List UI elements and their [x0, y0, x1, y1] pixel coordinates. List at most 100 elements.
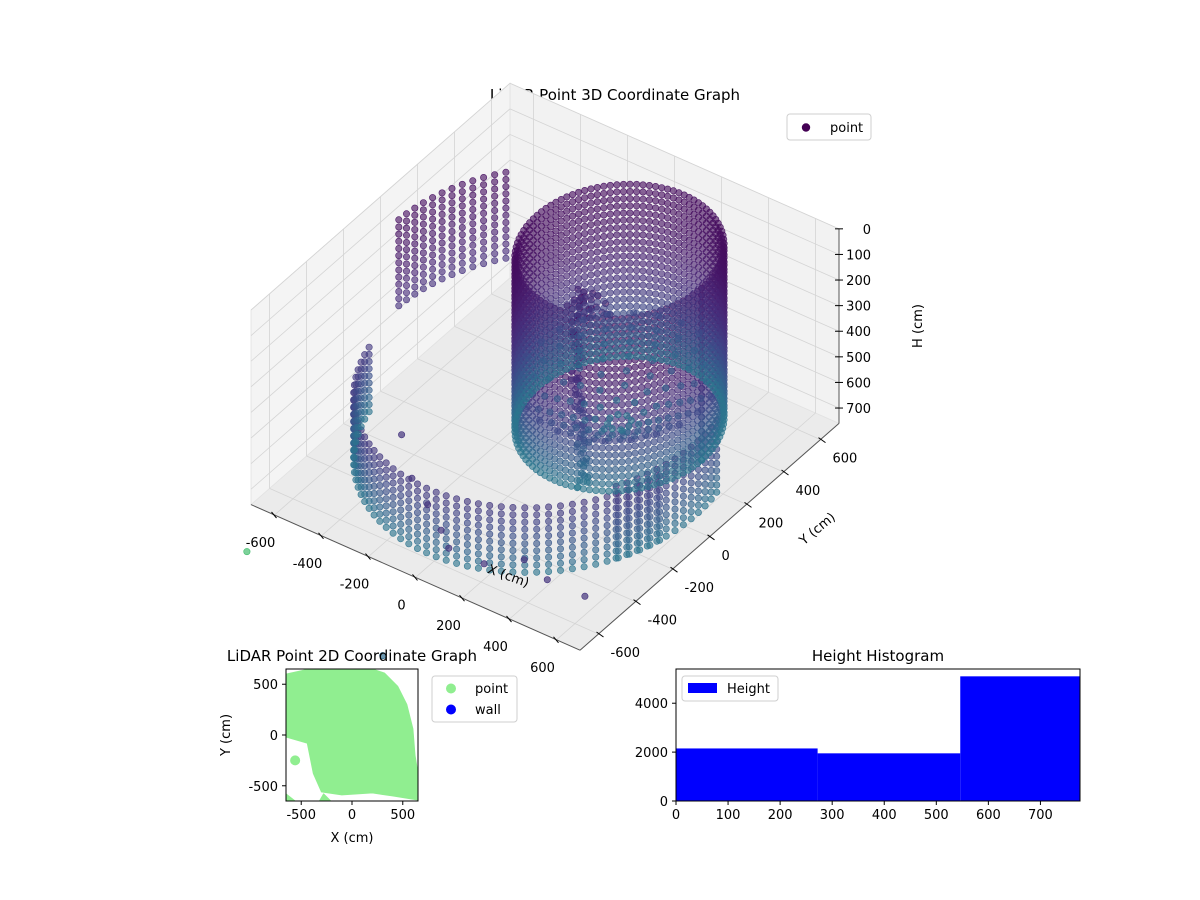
point-marker — [645, 182, 653, 190]
point-marker — [614, 511, 622, 519]
point-marker — [350, 461, 358, 469]
point-marker — [509, 532, 517, 540]
point-marker — [622, 367, 630, 375]
point-marker — [581, 222, 589, 230]
point-marker — [639, 224, 647, 232]
point-marker — [645, 325, 653, 333]
point-marker — [556, 531, 564, 539]
point-marker — [547, 419, 555, 427]
point-marker — [606, 260, 614, 268]
point-marker — [626, 216, 634, 224]
point-marker — [650, 409, 658, 417]
point-marker — [542, 355, 550, 363]
chart2d-legend-point-marker — [446, 683, 456, 694]
point-marker — [563, 300, 571, 308]
point-marker — [569, 248, 577, 256]
point-marker — [618, 401, 626, 409]
x-tick-label: 700 — [1028, 808, 1053, 823]
point-marker — [611, 473, 619, 481]
point-marker — [713, 452, 721, 460]
point-marker — [405, 482, 413, 490]
point-marker — [614, 532, 622, 540]
point-marker — [402, 267, 410, 275]
y-tick-label: 0 — [722, 549, 730, 564]
point-marker — [713, 459, 721, 467]
point-marker — [587, 343, 595, 351]
point-marker — [679, 514, 687, 522]
point-marker — [545, 546, 553, 554]
point-marker — [669, 244, 677, 252]
point-marker — [606, 181, 614, 189]
point-marker — [463, 548, 471, 556]
y-tick-mark — [781, 469, 789, 476]
point-marker — [486, 516, 494, 524]
point-marker — [638, 462, 646, 470]
point-marker — [658, 220, 666, 228]
point-marker — [405, 540, 413, 548]
point-marker — [448, 249, 456, 257]
point-marker — [600, 211, 608, 219]
point-marker — [645, 418, 653, 426]
point-marker — [638, 369, 646, 377]
point-marker — [592, 524, 600, 532]
point-marker — [365, 365, 373, 373]
point-marker — [677, 382, 685, 390]
point-marker — [619, 324, 627, 332]
point-marker — [411, 204, 419, 212]
point-marker — [382, 509, 390, 517]
point-marker — [448, 192, 456, 200]
point-marker — [626, 316, 634, 324]
point-marker — [545, 560, 553, 568]
point-marker — [625, 514, 633, 522]
point-marker — [563, 250, 571, 258]
point-marker — [376, 474, 384, 482]
point-marker — [429, 280, 437, 288]
point-marker — [600, 275, 608, 283]
point-marker — [679, 485, 687, 493]
point-marker — [669, 344, 677, 352]
point-marker — [563, 193, 571, 201]
point-marker — [376, 496, 384, 504]
point-marker — [547, 359, 555, 367]
point-marker — [502, 190, 510, 198]
point-marker — [413, 537, 421, 545]
point-marker — [600, 218, 608, 226]
y-tick-label: 600 — [833, 452, 858, 467]
point-marker — [687, 472, 695, 480]
point-marker — [613, 310, 621, 318]
point-marker — [606, 203, 614, 211]
point-marker — [569, 413, 577, 421]
point-marker — [585, 438, 593, 446]
point-marker — [656, 515, 664, 523]
point-marker — [694, 487, 702, 495]
point-marker — [636, 517, 644, 525]
point-marker — [486, 544, 494, 552]
y-tick-mark — [670, 566, 678, 573]
point-marker — [533, 561, 541, 569]
point-marker — [575, 303, 583, 311]
point-marker — [600, 297, 608, 305]
point-marker — [402, 231, 410, 239]
point-marker — [458, 259, 466, 267]
point-marker — [557, 353, 565, 361]
point-marker — [656, 486, 664, 494]
point-marker — [639, 181, 647, 189]
point-marker — [619, 274, 627, 282]
point-marker — [533, 539, 541, 547]
point-marker — [613, 267, 621, 275]
point-marker — [397, 535, 405, 543]
point-marker — [474, 521, 482, 529]
point-marker — [598, 480, 606, 488]
point-marker — [664, 307, 672, 315]
point-marker — [448, 220, 456, 228]
point-marker — [569, 205, 577, 213]
point-marker — [598, 458, 606, 466]
point-marker — [605, 444, 613, 452]
chart2d-y-axis-label: Y (cm) — [219, 714, 234, 757]
point-marker — [382, 466, 390, 474]
point-marker — [671, 519, 679, 527]
point-marker — [664, 235, 672, 243]
point-marker — [669, 301, 677, 309]
point-marker — [581, 351, 589, 359]
point-marker — [593, 241, 601, 249]
